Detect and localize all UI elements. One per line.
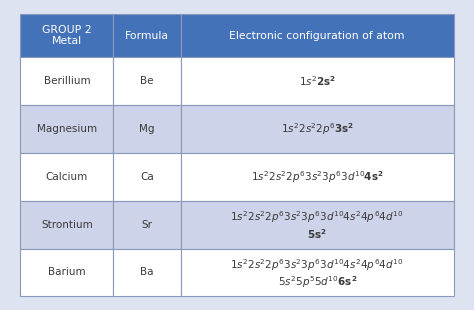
Text: Barium: Barium (48, 268, 86, 277)
Text: $\mathbf{5s^{2}}$: $\mathbf{5s^{2}}$ (307, 227, 327, 241)
Text: $5s^{2} 5p^{5} 5d^{10} \mathbf{6s^{2}}$: $5s^{2} 5p^{5} 5d^{10} \mathbf{6s^{2}}$ (277, 274, 357, 290)
Bar (20, 105, 113, 153)
Text: Ca: Ca (140, 172, 154, 182)
Text: Strontium: Strontium (41, 220, 93, 230)
Bar (20, 201, 113, 249)
Bar (181, 153, 454, 201)
Text: $1s^{2} 2s^{2} 2p^{6} 3s^{2} 3p^{6} 3d^{10} \mathbf{4s^{2}}$: $1s^{2} 2s^{2} 2p^{6} 3s^{2} 3p^{6} 3d^{… (251, 169, 383, 185)
Text: $1s^{2} 2s^{2} 2p^{6} 3s^{2} 3p^{6} 3d^{10} 4s^{2} 4p^{6} 4d^{10}$: $1s^{2} 2s^{2} 2p^{6} 3s^{2} 3p^{6} 3d^{… (230, 209, 404, 225)
Text: Sr: Sr (142, 220, 153, 230)
Bar (20, 153, 113, 201)
Bar (181, 57, 454, 105)
Text: GROUP 2
Metal: GROUP 2 Metal (42, 25, 91, 46)
Bar (181, 249, 454, 296)
Bar (113, 14, 181, 57)
Bar (20, 57, 113, 105)
Text: Electronic configuration of atom: Electronic configuration of atom (229, 31, 405, 41)
Text: Calcium: Calcium (46, 172, 88, 182)
Bar (113, 201, 181, 249)
Bar (181, 14, 454, 57)
Text: Magnesium: Magnesium (37, 124, 97, 134)
Text: Be: Be (140, 76, 154, 86)
Text: $1s^{2} 2s^{2} 2p^{6} \mathbf{3s^{2}}$: $1s^{2} 2s^{2} 2p^{6} \mathbf{3s^{2}}$ (281, 121, 354, 137)
Bar (181, 201, 454, 249)
Bar (113, 57, 181, 105)
Text: Berillium: Berillium (44, 76, 90, 86)
Bar (20, 249, 113, 296)
Text: Ba: Ba (140, 268, 154, 277)
Text: $1s^{2} \mathbf{2s^{2}}$: $1s^{2} \mathbf{2s^{2}}$ (299, 74, 336, 88)
Bar (20, 14, 113, 57)
Text: $1s^{2} 2s^{2} 2p^{6} 3s^{2} 3p^{6} 3d^{10} 4s^{2} 4p^{6} 4d^{10}$: $1s^{2} 2s^{2} 2p^{6} 3s^{2} 3p^{6} 3d^{… (230, 257, 404, 273)
Bar (113, 249, 181, 296)
Bar (113, 105, 181, 153)
Text: Formula: Formula (125, 31, 169, 41)
Text: Mg: Mg (139, 124, 155, 134)
Bar (113, 153, 181, 201)
Bar (181, 105, 454, 153)
